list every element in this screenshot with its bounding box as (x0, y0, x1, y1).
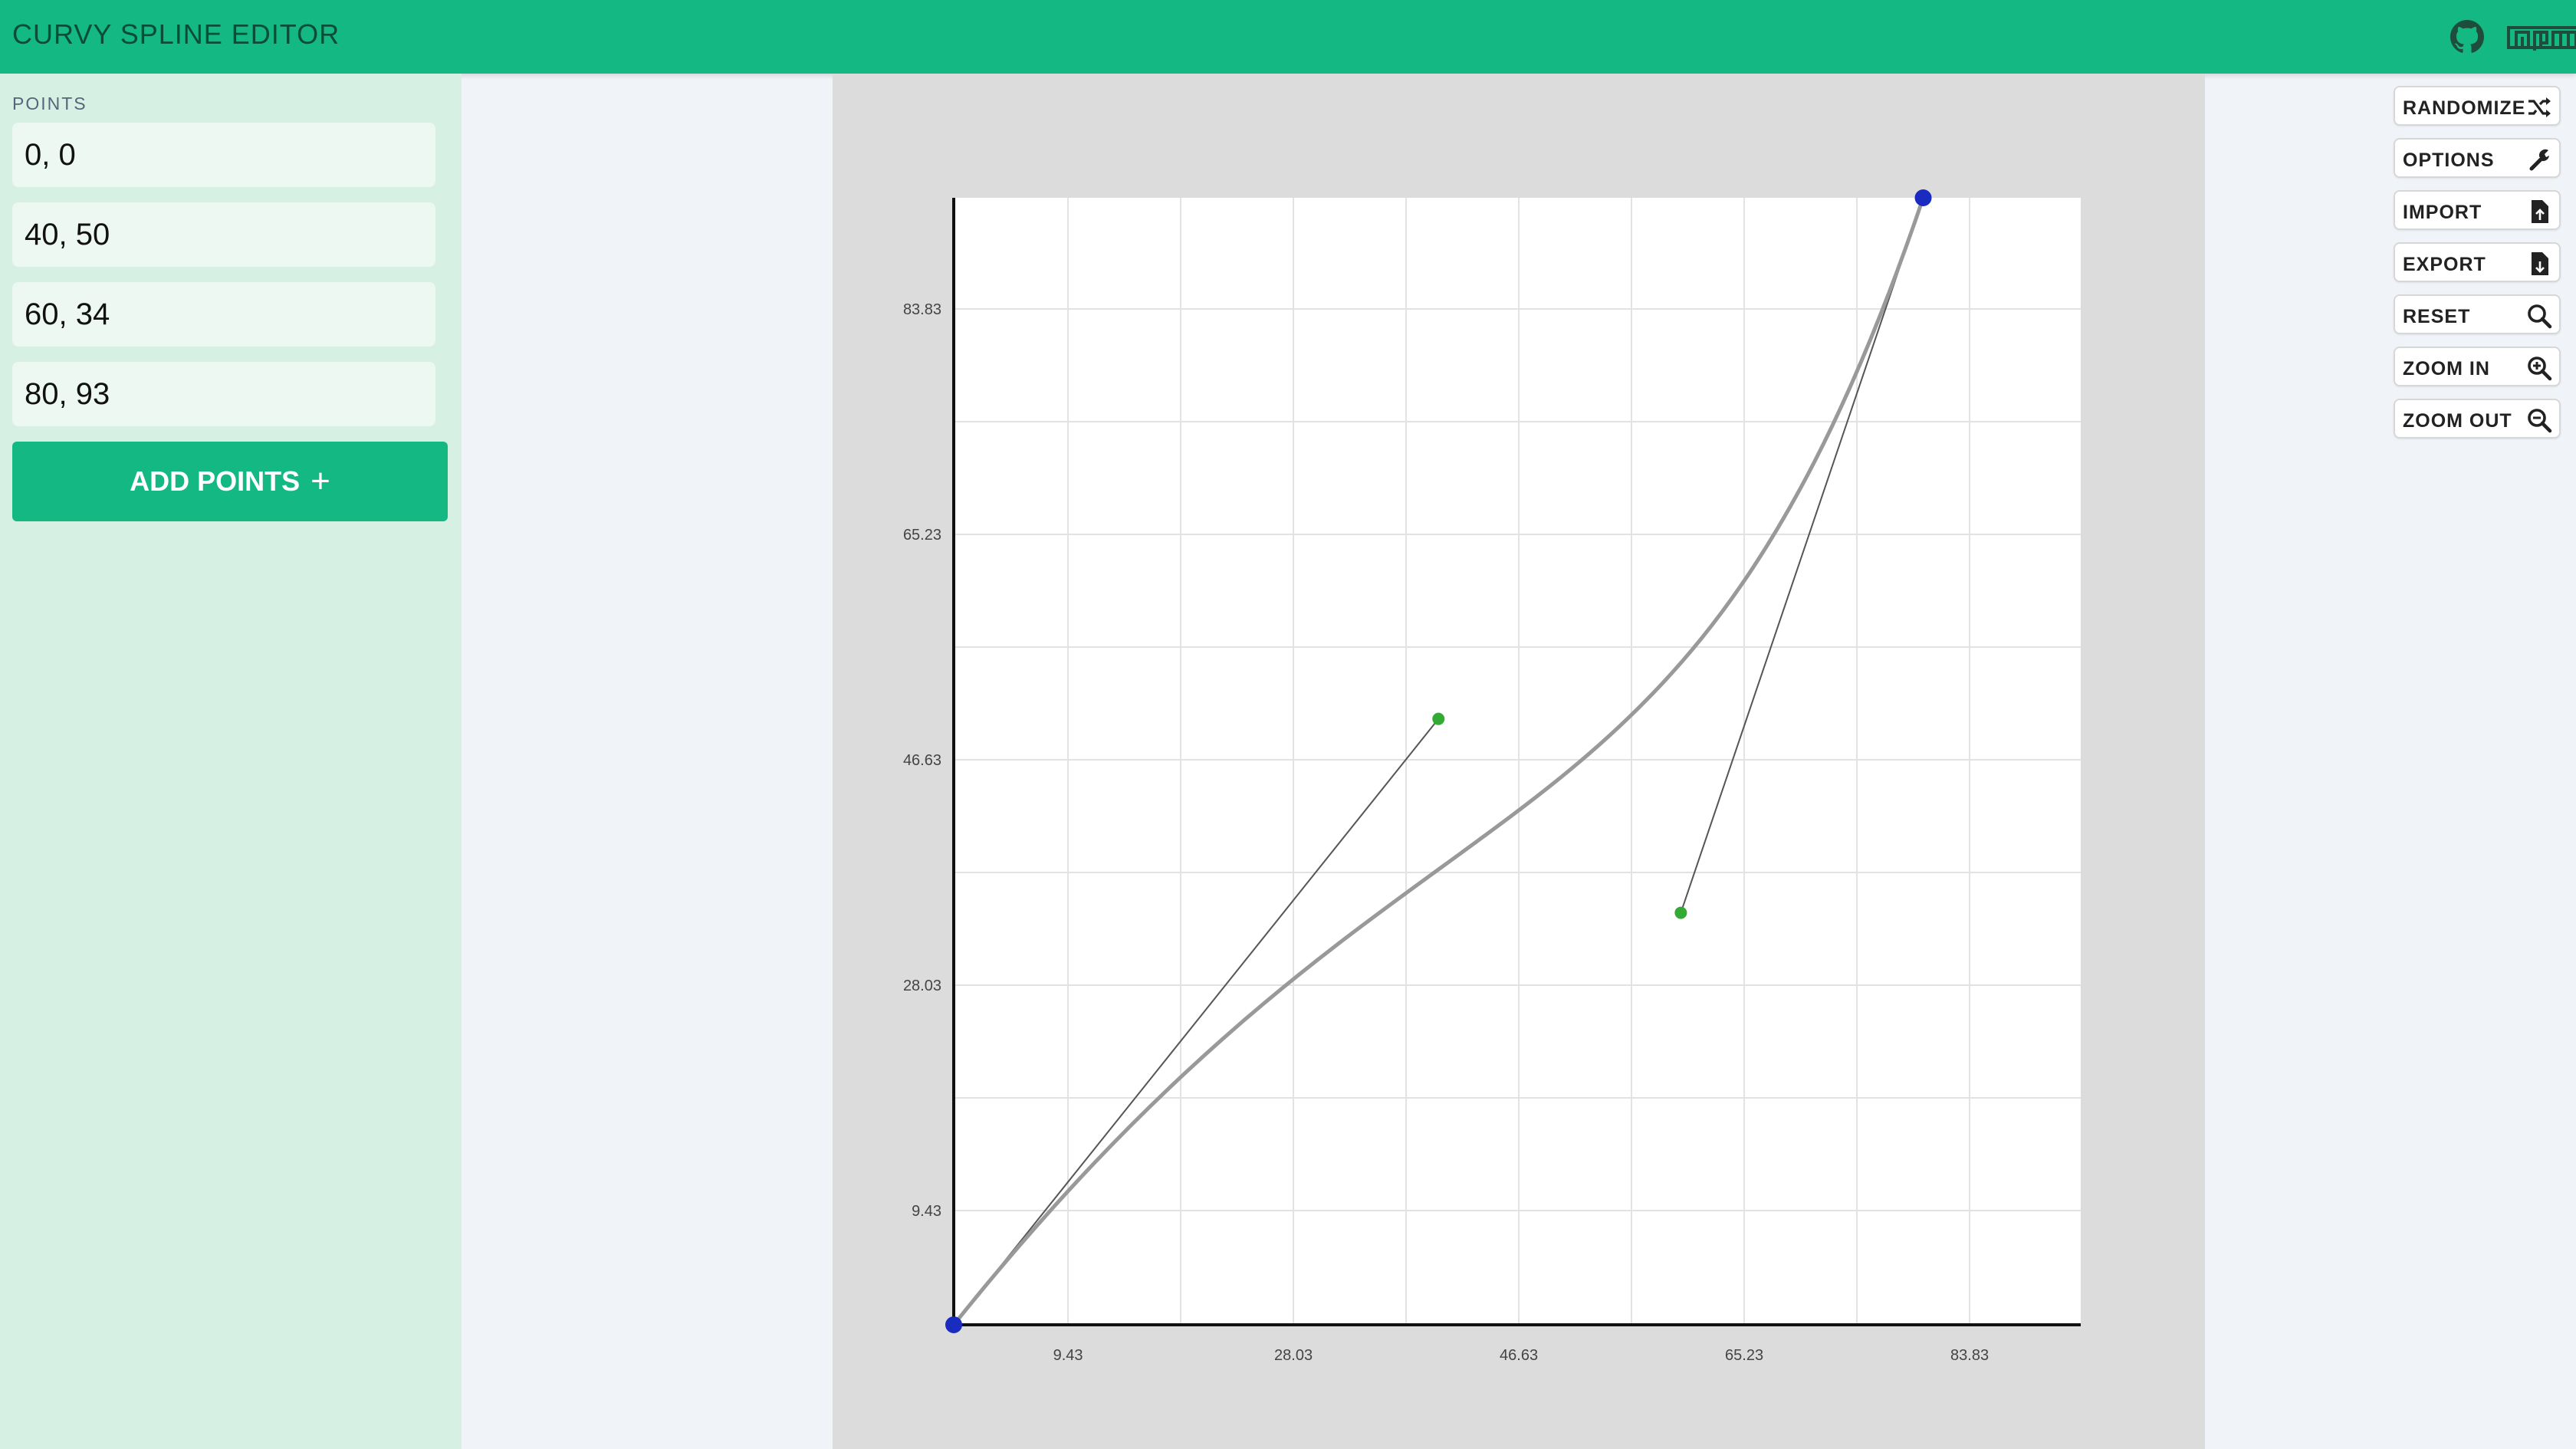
y-tick-label: 83.83 (903, 301, 941, 318)
add-points-label: ADD POINTS (130, 465, 301, 497)
github-icon[interactable] (2450, 20, 2484, 54)
file-export-icon (2532, 252, 2548, 275)
point-input-1[interactable] (12, 123, 435, 187)
points-heading: POINTS (12, 94, 87, 113)
control-handle-line (1680, 197, 1924, 913)
control-handle-line (953, 718, 1440, 1326)
y-tick-label: 28.03 (903, 978, 941, 994)
control-point[interactable] (1674, 906, 1687, 919)
options-label: OPTIONS (2403, 150, 2495, 171)
zoom-out-label: ZOOM OUT (2403, 410, 2512, 432)
zoom-out-icon (2528, 409, 2552, 433)
reset-label: RESET (2403, 306, 2471, 327)
shuffle-icon (2528, 97, 2551, 117)
point-input-3[interactable] (12, 282, 435, 347)
x-tick-label: 65.23 (1725, 1347, 1763, 1364)
y-tick-label: 65.23 (903, 527, 941, 544)
randomize-label: RANDOMIZE (2403, 97, 2526, 119)
spline-chart[interactable]: 9.43 28.03 46.63 65.23 83.83 9.43 28.03 46.63 65… (833, 74, 2205, 1449)
plus-icon: + (310, 462, 330, 500)
control-point[interactable] (1432, 712, 1445, 725)
y-tick-label: 46.63 (903, 752, 941, 769)
point-input-4[interactable] (12, 362, 435, 426)
file-import-icon (2532, 200, 2548, 223)
y-tick-label: 9.43 (912, 1203, 941, 1220)
import-button[interactable]: IMPORT (2394, 190, 2561, 230)
zoom-in-button[interactable]: ZOOM IN (2394, 347, 2561, 386)
x-tick-label: 83.83 (1950, 1347, 1989, 1364)
import-label: IMPORT (2403, 202, 2482, 223)
export-button[interactable]: EXPORT (2394, 242, 2561, 282)
plot-area (954, 198, 2081, 1325)
sidebar: POINTS ADD POINTS + (0, 74, 462, 1449)
reset-button[interactable]: RESET (2394, 294, 2561, 334)
x-tick-label: 9.43 (1053, 1347, 1083, 1364)
wrench-icon (2529, 149, 2549, 171)
add-points-button[interactable]: ADD POINTS + (12, 442, 448, 521)
search-icon (2528, 304, 2552, 329)
options-button[interactable]: OPTIONS (2394, 138, 2561, 178)
zoom-in-icon (2528, 356, 2552, 381)
zoom-in-label: ZOOM IN (2403, 358, 2490, 380)
npm-icon[interactable] (2507, 20, 2576, 54)
anchor-point[interactable] (945, 1316, 962, 1333)
canvas-panel[interactable]: 9.43 28.03 46.63 65.23 83.83 9.43 28.03 46.63 65… (833, 74, 2205, 1449)
spline-curve (952, 197, 1925, 1326)
top-bar: CURVY SPLINE EDITOR (0, 0, 2576, 74)
point-input-2[interactable] (12, 202, 435, 267)
x-tick-label: 46.63 (1500, 1347, 1538, 1364)
export-label: EXPORT (2403, 254, 2486, 275)
x-tick-label: 28.03 (1274, 1347, 1313, 1364)
zoom-out-button[interactable]: ZOOM OUT (2394, 399, 2561, 439)
app-title: CURVY SPLINE EDITOR (12, 18, 340, 50)
anchor-point[interactable] (1914, 189, 1932, 206)
randomize-button[interactable]: RANDOMIZE (2394, 86, 2561, 126)
